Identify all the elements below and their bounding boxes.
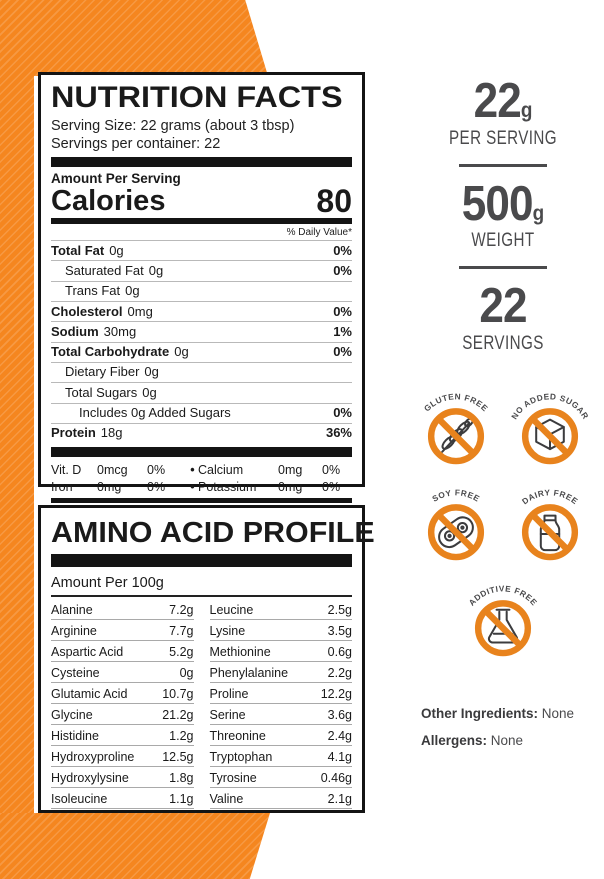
servings-stat: 22 SERVINGS — [408, 282, 598, 355]
per-serving-stat: 22g PER SERVING — [408, 77, 598, 150]
amino-row: Tryptophan 4.1g — [209, 746, 352, 768]
amino-row: Serine 3.6g — [209, 704, 352, 726]
serving-size: Serving Size: 22 grams (about 3 tbsp) — [51, 117, 295, 134]
divider-bar — [51, 218, 352, 225]
rule — [51, 595, 352, 598]
amino-row: Threonine 2.4g — [209, 725, 352, 747]
stat-divider — [459, 266, 547, 270]
nutrition-facts-panel: NUTRITION FACTS Serving Size: 22 grams (… — [38, 72, 365, 542]
amino-left-column: Alanine 7.2g Arginine 7.7g Aspartic Acid 5.… — [51, 599, 194, 810]
nutrient-row: Total Sugars 0g — [51, 382, 352, 402]
amino-row: Isoleucine 1.1g — [51, 788, 194, 810]
servings-value: 22 — [479, 279, 527, 334]
servings-label: SERVINGS — [462, 332, 544, 354]
calories-row: Calories 80 — [51, 182, 352, 219]
ingredients-footer: Other Ingredients: None Allergens: None — [421, 706, 574, 760]
amino-row: Hydroxyproline 12.5g — [51, 746, 194, 768]
no-added-sugar-badge: NO ADDED SUGAR — [504, 381, 596, 473]
product-stats-column: 22g PER SERVING 500g WEIGHT 22 SERVINGS … — [408, 72, 598, 665]
amino-right-column: Leucine 2.5g Lysine 3.5g Methionine 0.6g Ph… — [209, 599, 352, 810]
feature-badges: GLUTEN FREE NO ADDED SUGAR — [408, 381, 598, 665]
daily-value-header: % Daily Value* — [286, 227, 352, 239]
allergens: Allergens: None — [421, 733, 524, 748]
gluten-free-badge: GLUTEN FREE — [410, 381, 502, 473]
amino-row: Alanine 7.2g — [51, 599, 194, 621]
calories-label: Calories — [51, 185, 166, 218]
amino-row: Valine 2.1g — [209, 788, 352, 810]
orange-bottom-wedge — [0, 813, 270, 879]
amino-row: Tyrosine 0.46g — [209, 767, 352, 789]
nutrient-row: Includes 0g Added Sugars 0% — [51, 402, 352, 423]
amino-subtitle: Amount Per 100g — [51, 575, 164, 592]
nutrient-row: Protein 18g 36% — [51, 422, 352, 443]
divider-bar — [51, 498, 352, 504]
calories-value: 80 — [316, 182, 352, 219]
amino-title: AMINO ACID PROFILE — [51, 517, 375, 549]
nutrient-row: Total Carbohydrate 0g 0% — [51, 341, 352, 362]
orange-top-wedge — [0, 0, 268, 76]
nutrient-row: Trans Fat 0g — [51, 280, 352, 301]
nutrient-row: Saturated Fat 0g 0% — [51, 260, 352, 280]
amino-acid-panel: AMINO ACID PROFILE Amount Per 100g Alani… — [38, 505, 375, 813]
amino-row: Aspartic Acid 5.2g — [51, 641, 194, 663]
divider-bar — [51, 447, 352, 458]
svg-text:DAIRY FREE: DAIRY FREE — [520, 488, 579, 506]
nutrient-row: Cholesterol 0mg 0% — [51, 301, 352, 321]
amino-row: Methionine 0.6g — [209, 641, 352, 663]
micronutrient-row: Iron 0mg 0% • Potassium 0mg 0% — [51, 479, 341, 494]
weight-label: WEIGHT — [471, 230, 535, 252]
amino-row: Lysine 3.5g — [209, 620, 352, 642]
amino-row: Arginine 7.7g — [51, 620, 194, 642]
amino-table: Alanine 7.2g Arginine 7.7g Aspartic Acid 5.… — [51, 599, 352, 810]
amino-row: Glutamic Acid 10.7g — [51, 683, 194, 705]
weight-stat: 500g WEIGHT — [408, 179, 598, 253]
soy-free-badge: SOY FREE — [410, 477, 502, 569]
orange-side-stripe — [0, 0, 34, 879]
weight-value: 500 — [461, 176, 534, 231]
nutrient-row: Dietary Fiber 0g — [51, 361, 352, 382]
bullet-separator: • — [190, 479, 195, 494]
micronutrient-row: Vit. D 0mcg 0% • Calcium 0mg 0% — [51, 462, 341, 477]
amino-row: Glycine 21.2g — [51, 704, 194, 726]
divider-bar — [51, 156, 352, 167]
amino-row: Proline 12.2g — [209, 683, 352, 705]
amount-per-serving: Amount Per Serving — [51, 170, 181, 186]
svg-text:NO ADDED SUGAR: NO ADDED SUGAR — [510, 392, 590, 421]
weight-unit: g — [532, 201, 545, 225]
amino-row: Histidine 1.2g — [51, 725, 194, 747]
other-ingredients: Other Ingredients: None — [421, 706, 575, 721]
divider-bar — [51, 554, 352, 568]
amino-row: Phenylalanine 2.2g — [209, 662, 352, 684]
bullet-separator: • — [190, 462, 195, 477]
per-serving-unit: g — [520, 99, 533, 122]
micronutrients: Vit. D 0mcg 0% • Calcium 0mg 0% Iron 0mg… — [51, 461, 352, 495]
per-serving-label: PER SERVING — [448, 127, 558, 149]
nutrition-title: NUTRITION FACTS — [51, 81, 343, 114]
per-serving-value: 22 — [473, 74, 522, 128]
dairy-free-badge: DAIRY FREE — [504, 477, 596, 569]
svg-text:SOY FREE: SOY FREE — [431, 488, 482, 503]
nutrient-row: Sodium 30mg 1% — [51, 321, 352, 341]
additive-free-badge: ADDITIVE FREE — [457, 573, 549, 665]
nutrient-row: Total Fat 0g 0% — [51, 240, 352, 260]
amino-row: Cysteine 0g — [51, 662, 194, 684]
servings-per-container: Servings per container: 22 — [51, 135, 221, 152]
amino-row: Hydroxylysine 1.8g — [51, 767, 194, 789]
amino-row: Leucine 2.5g — [209, 599, 352, 621]
stat-divider — [459, 163, 547, 167]
